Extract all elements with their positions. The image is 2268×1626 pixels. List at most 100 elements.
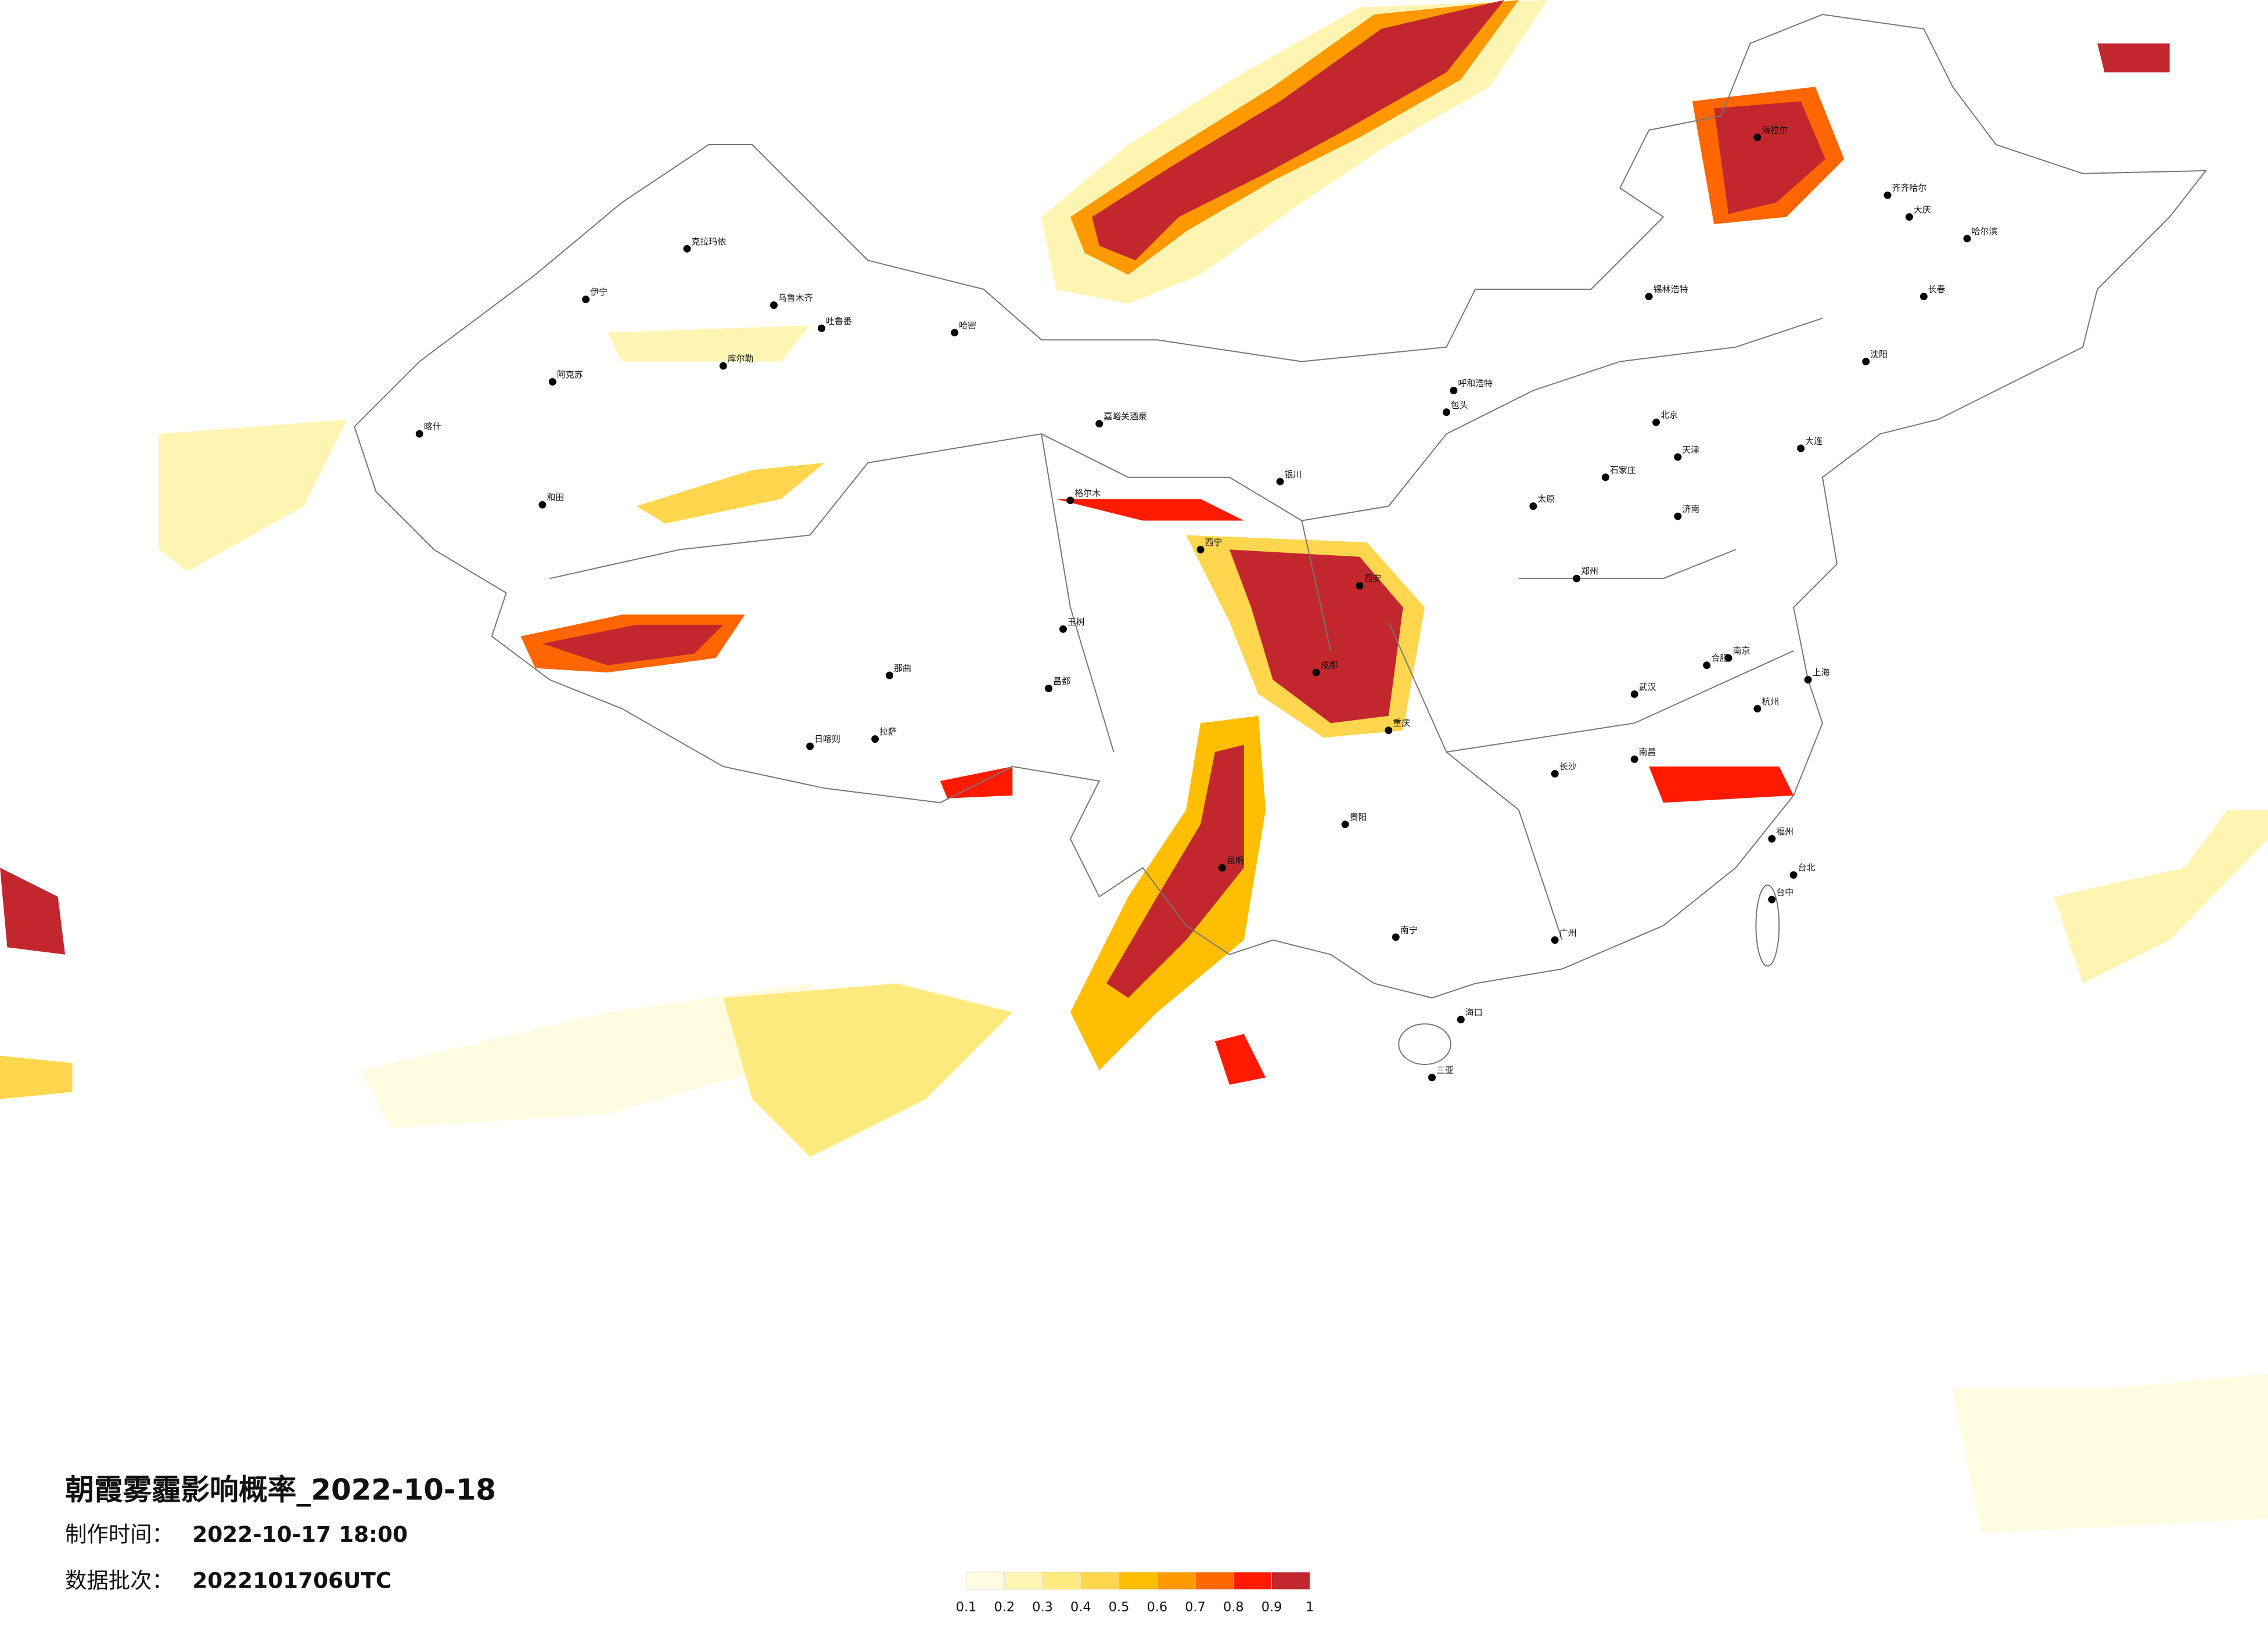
city-dot (1905, 213, 1913, 221)
city-label: 吐鲁番 (826, 316, 852, 326)
city-dot (1450, 386, 1458, 394)
legend-label: 0.2 (994, 1599, 1015, 1614)
city-label: 克拉玛依 (691, 236, 726, 247)
city-dot (1703, 661, 1711, 670)
city-dot (951, 329, 959, 337)
legend-swatch (1271, 1571, 1310, 1590)
city-label: 郑州 (1581, 566, 1598, 577)
city-label: 成都 (1321, 660, 1338, 671)
city-dot (538, 501, 547, 509)
city-dot (1196, 545, 1205, 553)
city-label: 喀什 (424, 422, 441, 432)
legend-swatch (1119, 1571, 1158, 1590)
city-dot (1442, 408, 1450, 416)
city-label: 武汉 (1639, 682, 1656, 692)
city-label: 贵阳 (1350, 812, 1367, 822)
city-dot (1753, 704, 1762, 713)
city-dot (806, 742, 814, 750)
city-label: 沈阳 (1870, 349, 1888, 359)
city-dot (1652, 418, 1660, 426)
legend-swatch (1080, 1571, 1119, 1590)
city-dot (1356, 582, 1364, 590)
city-dot (548, 378, 556, 386)
city-label: 南昌 (1639, 747, 1656, 757)
city-label: 玉树 (1067, 617, 1085, 627)
legend-swatch (1042, 1571, 1081, 1590)
city-dot (1768, 895, 1776, 904)
city-label: 西宁 (1205, 537, 1223, 548)
city-label: 阿克苏 (557, 369, 583, 380)
made-time-value: 2022-10-17 18:00 (192, 1521, 408, 1547)
city-dot (871, 735, 879, 743)
city-label: 南京 (1733, 646, 1751, 656)
city-label: 大庆 (1914, 204, 1931, 215)
city-label: 太原 (1537, 494, 1555, 504)
city-label: 呼和浩特 (1458, 378, 1493, 388)
city-label: 嘉峪关酒泉 (1104, 411, 1147, 422)
city-dot (1804, 676, 1812, 684)
legend-label: 0.8 (1223, 1599, 1244, 1614)
city-label: 福州 (1776, 826, 1793, 837)
haze-layer (0, 0, 2268, 1533)
city-label: 昌都 (1053, 676, 1070, 686)
city-label: 库尔勒 (728, 354, 754, 364)
city-dot (1529, 502, 1537, 510)
city-dot (1674, 453, 1682, 461)
city-dot (770, 301, 778, 309)
city-label: 南宁 (1400, 924, 1418, 935)
city-dot (1862, 358, 1870, 366)
city-label: 锡林浩特 (1654, 284, 1688, 294)
city-dot (1884, 191, 1892, 199)
city-label: 广州 (1559, 927, 1577, 938)
city-dot (1551, 936, 1559, 944)
legend: 0.1 0.2 0.3 0.4 0.5 0.6 0.7 0.8 0.9 1 (956, 1571, 1314, 1614)
city-dot (1630, 690, 1638, 698)
city-label: 合肥 (1711, 653, 1728, 663)
city-label: 杭州 (1762, 696, 1779, 707)
city-dot (1392, 933, 1400, 941)
city-label: 格尔木 (1074, 488, 1101, 498)
legend-label: 0.4 (1070, 1599, 1091, 1614)
legend-label: 0.5 (1109, 1599, 1130, 1614)
city-dot (1797, 444, 1805, 452)
legend-label: 1 (1306, 1599, 1314, 1614)
legend-swatch (966, 1571, 1005, 1590)
city-label: 海口 (1465, 1007, 1483, 1017)
city-dot (1095, 420, 1104, 428)
city-label: 长春 (1928, 284, 1946, 294)
city-label: 台北 (1798, 862, 1816, 873)
city-dot (1789, 871, 1798, 879)
city-label: 齐齐哈尔 (1892, 183, 1926, 193)
city-dot (1045, 684, 1053, 692)
city-dot (1457, 1016, 1465, 1024)
legend-label: 0.1 (956, 1599, 977, 1614)
city-label: 大连 (1805, 436, 1823, 447)
city-dot (1059, 625, 1067, 633)
city-label: 乌鲁木齐 (778, 293, 813, 303)
city-dot (1963, 235, 1971, 243)
city-dot (1385, 726, 1393, 735)
city-dot (1601, 473, 1609, 481)
city-dot (886, 671, 894, 679)
city-label: 那曲 (894, 663, 911, 674)
city-label: 重庆 (1393, 718, 1410, 728)
city-label: 上海 (1813, 667, 1830, 678)
made-time-label: 制作时间： (65, 1521, 174, 1547)
city-label: 哈尔滨 (1971, 226, 1997, 236)
city-dot (719, 362, 727, 370)
city-dot (818, 324, 826, 332)
city-dot (582, 296, 590, 303)
city-label: 台中 (1776, 887, 1793, 898)
city-dot (683, 244, 691, 253)
city-dot (1066, 497, 1074, 505)
city-label: 西安 (1364, 573, 1381, 584)
city-dot (1428, 1073, 1436, 1081)
legend-swatch (1156, 1571, 1196, 1590)
batch-label: 数据批次： (65, 1567, 174, 1593)
city-dot (1341, 821, 1349, 829)
city-label: 哈密 (959, 320, 976, 330)
city-label: 石家庄 (1610, 465, 1636, 475)
city-dot (1551, 769, 1559, 778)
